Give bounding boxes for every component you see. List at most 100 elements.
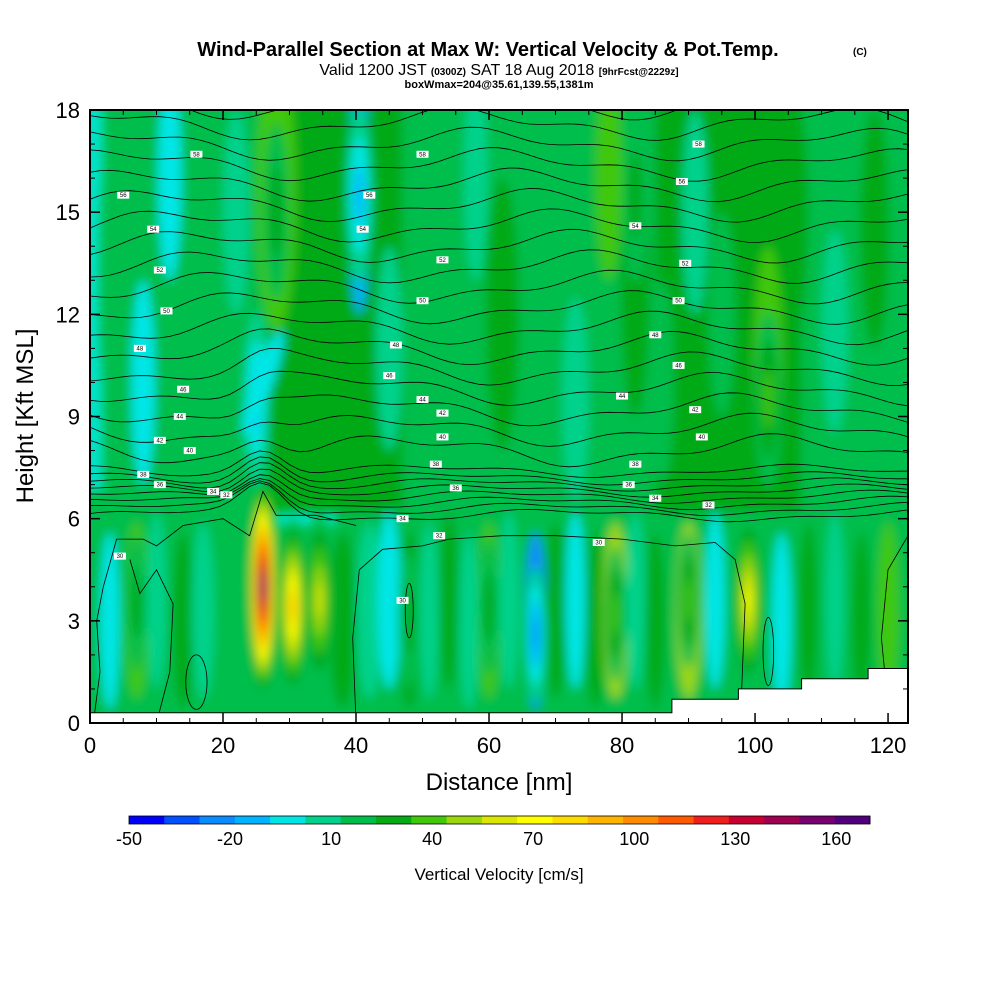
contour-label: 34 [399,517,406,523]
contour-label: 42 [692,408,699,414]
y-tick-label: 3 [68,609,80,634]
colorbar-title: Vertical Velocity [cm/s] [414,865,583,884]
contour-label: 50 [419,299,426,305]
colorbar-swatch [340,816,377,824]
colorbar-swatch [199,816,236,824]
colorbar-swatch [446,816,483,824]
contour-label: 30 [595,541,602,547]
contour-label: 56 [366,193,373,199]
contour-label: 52 [156,268,163,274]
x-tick-label: 20 [211,733,235,758]
contour-label: 46 [675,363,682,369]
velocity-field [90,110,908,723]
x-tick-label: 40 [344,733,368,758]
colorbar-tick-label: 130 [720,829,750,849]
contour-label: 36 [625,483,632,489]
contour-label: 52 [682,261,689,267]
contour-label: 50 [163,309,170,315]
colorbar-tick-label: 40 [422,829,442,849]
contour-label: 40 [439,435,446,441]
colorbar-tick-label: 100 [619,829,649,849]
contour-label: 42 [439,411,446,417]
colorbar-swatch [517,816,553,824]
colorbar-swatch [764,816,800,824]
x-tick-label: 100 [737,733,774,758]
colorbar-swatch [552,816,589,824]
chart-title: Wind-Parallel Section at Max W: Vertical… [197,39,778,61]
contour-label: 48 [137,346,144,352]
colorbar-swatch [411,816,448,824]
colorbar-swatch [693,816,730,824]
colorbar: -50 -20 10 40 70 100 130 160 [116,815,871,849]
contour-label: 56 [120,193,127,199]
contour-label: 40 [698,435,705,441]
contour-label: 30 [117,554,124,560]
subtitle-utc: (0300Z) [431,67,466,78]
contour-label: 58 [695,142,702,148]
subtitle-valid: Valid 1200 JST [319,62,427,79]
colorbar-tick-label: 10 [321,829,341,849]
colorbar-swatch [587,816,624,824]
contour-label: 38 [632,462,639,468]
contour-label: 40 [186,449,193,455]
colorbar-swatch [728,816,765,824]
x-tick-label: 0 [84,733,96,758]
contour-label: 58 [193,152,200,158]
colorbar-tick-label: -50 [116,829,142,849]
contour-label: 50 [675,299,682,305]
contour-label: 44 [619,394,626,400]
contour-label: 48 [393,343,400,349]
colorbar-swatch [164,816,201,824]
y-tick-label: 12 [56,302,80,327]
contour-label: 32 [705,503,712,509]
contour-label: 34 [210,489,217,495]
colorbar-swatch [481,816,518,824]
y-tick-label: 15 [56,200,80,225]
contour-label: 32 [436,534,443,540]
colorbar-tick-label: 70 [523,829,543,849]
contour-label: 58 [419,152,426,158]
contour-label: 36 [156,483,163,489]
terrain-profile [90,668,908,723]
colorbar-tick-label: -20 [217,829,243,849]
contour-label: 52 [439,258,446,264]
contour-label: 46 [386,374,393,380]
y-tick-label: 18 [56,98,80,123]
colorbar-swatch [623,816,659,824]
colorbar-tick-label: 160 [821,829,851,849]
subtitle-date: SAT 18 Aug 2018 [470,62,594,79]
y-axis-title: Height [Kft MSL] [12,329,39,504]
x-tick-label: 120 [870,733,907,758]
contour-label: 44 [419,397,426,403]
colorbar-swatch [799,816,836,824]
contour-label: 42 [156,438,163,444]
x-axis-title: Distance [nm] [426,769,573,796]
contour-label: 34 [652,496,659,502]
chart-subtitle-box: boxWmax=204@35.61,139.55,1381m [405,79,594,91]
subtitle-fcst: [9hrFcst@2229z] [599,67,679,78]
terrain-mask [90,668,908,723]
contour-label: 46 [180,387,187,393]
x-tick-label: 80 [610,733,634,758]
y-tick-label: 9 [68,405,80,430]
contour-label: 54 [150,227,157,233]
contour-label: 32 [223,493,230,499]
colorbar-swatch [376,816,412,824]
contour-label: 30 [399,598,406,604]
colorbar-swatch [234,816,271,824]
x-tick-label: 60 [477,733,501,758]
colorbar-swatch [658,816,695,824]
y-tick-label: 6 [68,507,80,532]
contour-label: 54 [632,224,639,230]
contour-label: 56 [679,180,686,186]
colorbar-swatch [129,816,165,824]
colorbar-swatch [270,816,306,824]
colorbar-swatch [834,816,871,824]
contour-label: 44 [176,415,183,421]
colorbar-swatch [305,816,342,824]
contour-label: 48 [652,333,659,339]
potential-temperature-contours: 58 56 54 52 50 48 46 44 42 40 38 36 34 32 30 58 56 54 52 50… [90,110,908,723]
contour-label: 54 [359,227,366,233]
